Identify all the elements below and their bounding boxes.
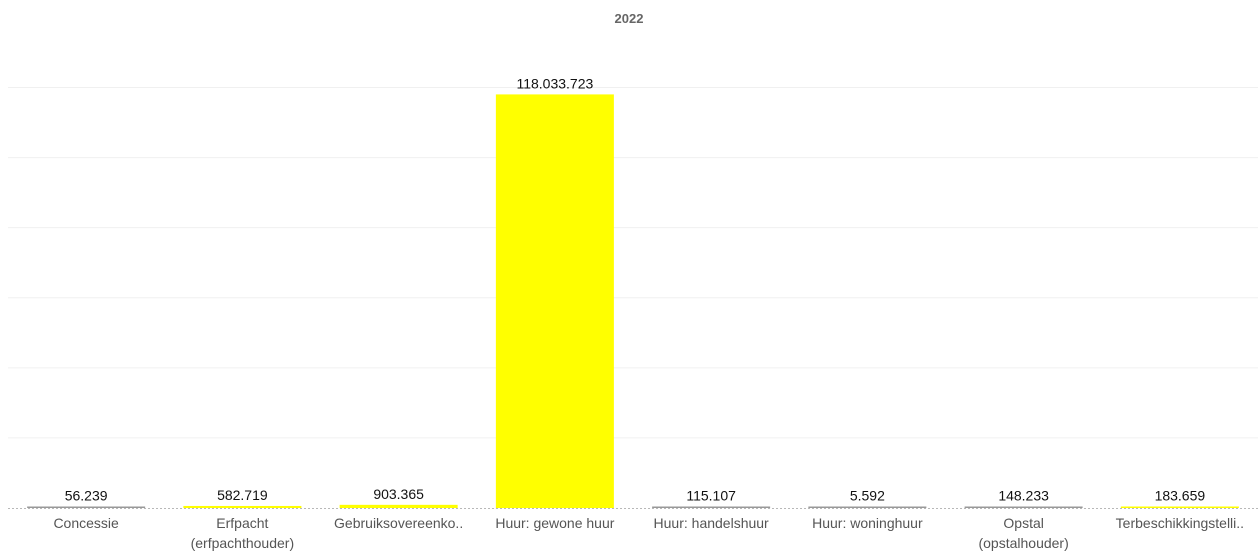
value-label: 5.592 — [850, 488, 885, 504]
value-label: 115.107 — [686, 488, 736, 504]
category-label: Opstal — [1003, 515, 1043, 531]
chart-title: 2022 — [615, 11, 644, 26]
category-label: Concessie — [53, 515, 119, 531]
category-label: (opstalhouder) — [978, 535, 1068, 551]
bar[interactable] — [339, 504, 458, 508]
value-label: 118.033.723 — [516, 75, 593, 91]
bar[interactable] — [27, 506, 146, 509]
bar[interactable] — [495, 94, 614, 508]
category-labels: Concessie Erfpacht (erfpachthouder) Gebruik… — [53, 515, 1244, 551]
bar[interactable] — [183, 505, 302, 508]
bar[interactable] — [964, 506, 1083, 509]
category-label: (erfpachthouder) — [191, 535, 295, 551]
category-label: Huur: gewone huur — [495, 515, 614, 531]
category-label: Terbeschikkingstelli.. — [1116, 515, 1244, 531]
value-label: 582.719 — [217, 487, 268, 503]
bar[interactable] — [652, 506, 771, 509]
bar[interactable] — [1120, 506, 1239, 509]
value-label: 183.659 — [1155, 488, 1206, 504]
category-label: Huur: handelshuur — [654, 515, 770, 531]
gridlines — [8, 87, 1258, 439]
category-label: Gebruiksovereenko.. — [334, 515, 463, 531]
category-label: Huur: woninghuur — [812, 515, 923, 531]
category-label: Erfpacht — [216, 515, 268, 531]
bars — [27, 94, 1239, 508]
value-label: 56.239 — [65, 488, 108, 504]
value-label: 148.233 — [998, 488, 1049, 504]
bar[interactable] — [808, 506, 927, 509]
value-label: 903.365 — [373, 486, 424, 502]
value-labels: 56.239 582.719 903.365 118.033.723 115.107 5.… — [65, 75, 1206, 503]
